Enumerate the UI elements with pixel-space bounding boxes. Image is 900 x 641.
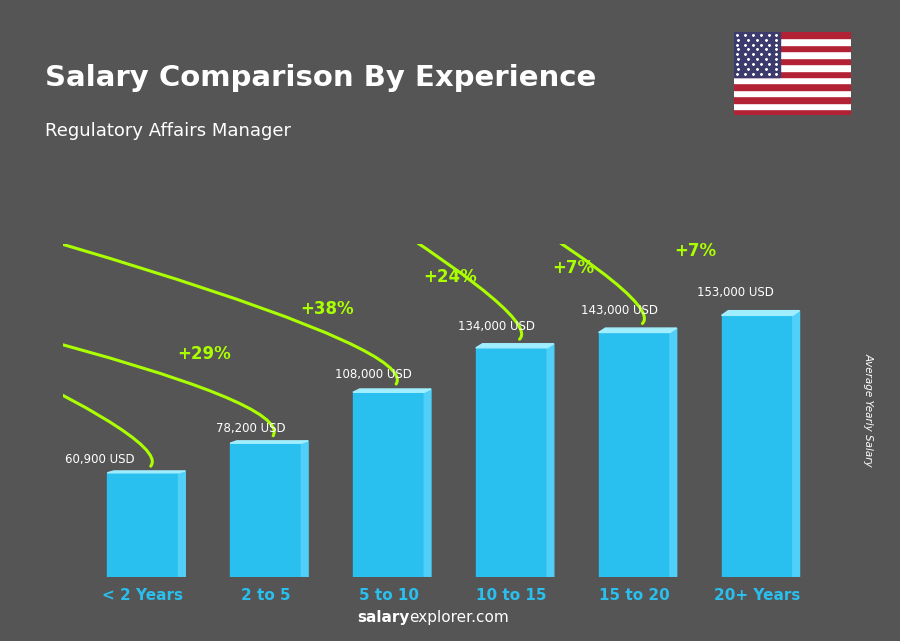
Polygon shape bbox=[722, 311, 799, 315]
Bar bbox=[734, 32, 780, 77]
Bar bbox=[230, 443, 302, 577]
Text: Regulatory Affairs Manager: Regulatory Affairs Manager bbox=[45, 122, 291, 140]
Bar bbox=[734, 71, 850, 77]
Bar bbox=[734, 38, 850, 45]
Text: 134,000 USD: 134,000 USD bbox=[458, 320, 536, 333]
Polygon shape bbox=[793, 311, 799, 577]
Polygon shape bbox=[424, 389, 431, 577]
Text: Average Yearly Salary: Average Yearly Salary bbox=[863, 353, 874, 467]
Bar bbox=[734, 45, 850, 51]
Text: +24%: +24% bbox=[423, 268, 477, 286]
FancyArrowPatch shape bbox=[0, 0, 274, 436]
Polygon shape bbox=[598, 328, 677, 333]
Polygon shape bbox=[670, 328, 677, 577]
Text: Salary Comparison By Experience: Salary Comparison By Experience bbox=[45, 64, 596, 92]
Text: +38%: +38% bbox=[301, 300, 354, 318]
Bar bbox=[598, 333, 670, 577]
Text: 60,900 USD: 60,900 USD bbox=[65, 453, 135, 466]
Text: explorer.com: explorer.com bbox=[410, 610, 509, 625]
Polygon shape bbox=[302, 441, 308, 577]
Text: +7%: +7% bbox=[675, 242, 716, 260]
FancyArrowPatch shape bbox=[0, 0, 522, 339]
Polygon shape bbox=[353, 389, 431, 392]
Text: 78,200 USD: 78,200 USD bbox=[216, 422, 286, 435]
FancyArrowPatch shape bbox=[0, 0, 398, 384]
Bar bbox=[734, 109, 850, 115]
FancyArrowPatch shape bbox=[0, 0, 644, 324]
Polygon shape bbox=[476, 344, 554, 348]
Bar bbox=[734, 77, 850, 83]
Text: 108,000 USD: 108,000 USD bbox=[336, 368, 412, 381]
Bar bbox=[734, 96, 850, 103]
Polygon shape bbox=[178, 471, 185, 577]
Text: salary: salary bbox=[357, 610, 410, 625]
Text: 143,000 USD: 143,000 USD bbox=[581, 304, 658, 317]
Bar bbox=[734, 58, 850, 64]
Bar bbox=[734, 51, 850, 58]
Bar bbox=[734, 64, 850, 71]
Polygon shape bbox=[547, 344, 553, 577]
Text: +29%: +29% bbox=[177, 345, 231, 363]
Text: 153,000 USD: 153,000 USD bbox=[697, 286, 773, 299]
FancyArrowPatch shape bbox=[0, 0, 152, 466]
Bar bbox=[734, 32, 850, 38]
Bar bbox=[353, 392, 424, 577]
Bar bbox=[107, 473, 178, 577]
Bar bbox=[722, 315, 793, 577]
Bar bbox=[734, 83, 850, 90]
Bar bbox=[734, 90, 850, 96]
Text: +7%: +7% bbox=[552, 259, 594, 277]
Polygon shape bbox=[107, 471, 185, 473]
Bar bbox=[476, 348, 547, 577]
Bar bbox=[734, 103, 850, 109]
Polygon shape bbox=[230, 441, 308, 443]
